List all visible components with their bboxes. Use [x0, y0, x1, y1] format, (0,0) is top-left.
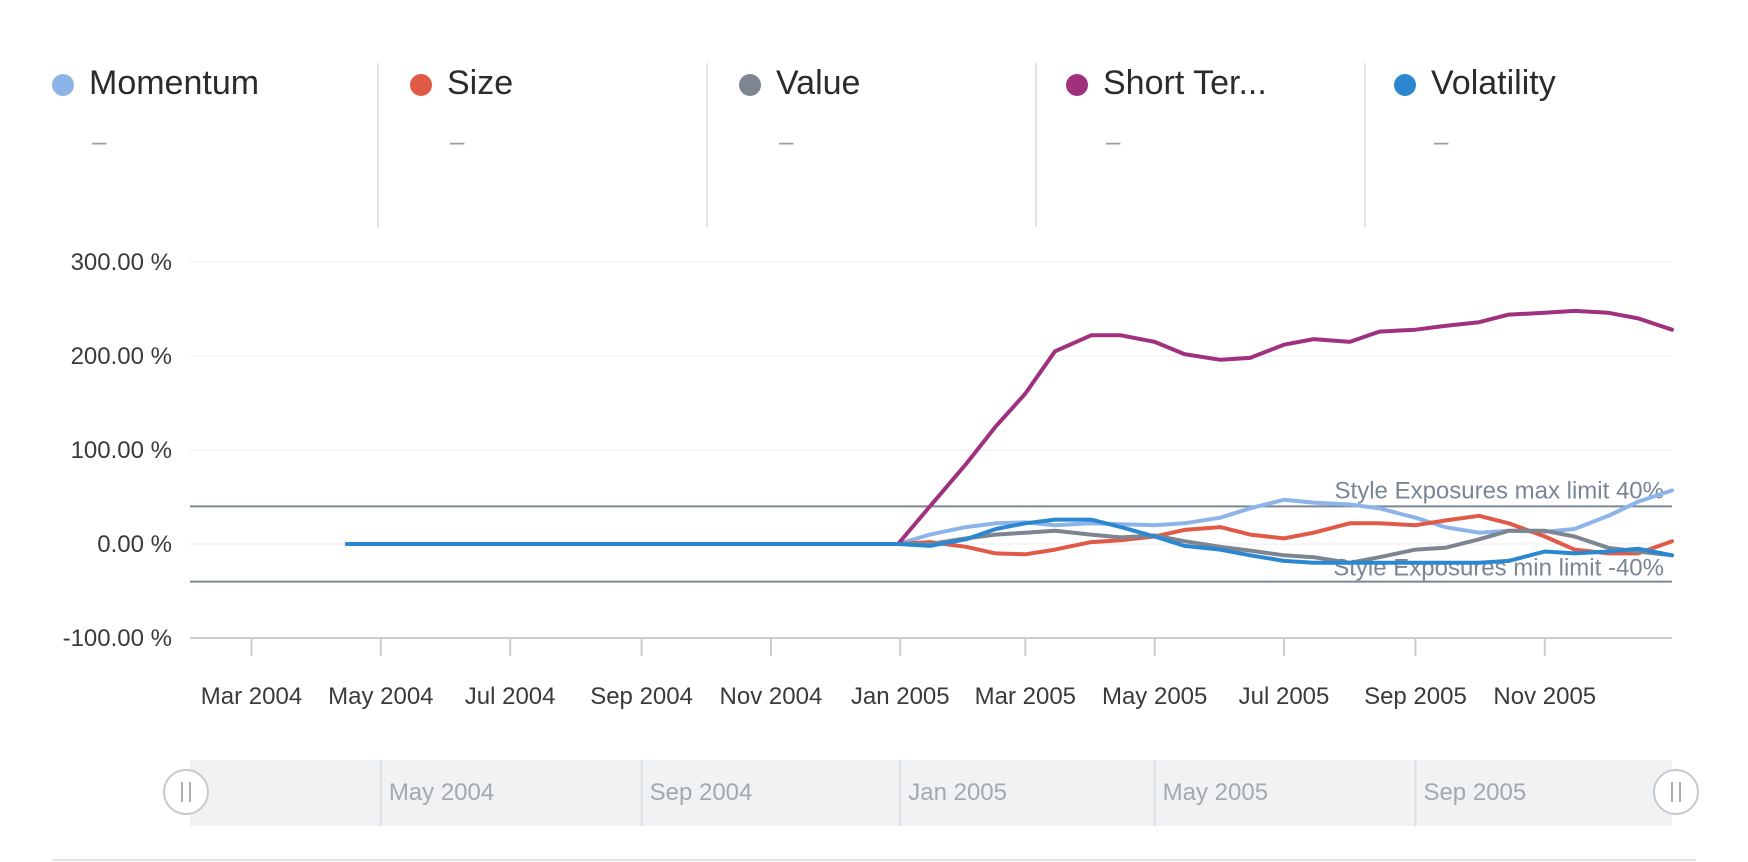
navigator-track: [190, 760, 1672, 826]
legend-value-short-term: –: [1106, 126, 1121, 156]
volatility-dot-icon: [1394, 74, 1416, 96]
y-tick-label: 0.00 %: [97, 531, 172, 558]
series-lines: [344, 308, 1674, 565]
range-navigator[interactable]: May 2004 Sep 2004 Jan 2005 May 2005 Sep 2005: [52, 760, 1699, 861]
legend-item-momentum[interactable]: Momentum –: [52, 30, 352, 200]
legend-label-short-term: Short Ter...: [1103, 64, 1267, 102]
legend-divider: [706, 63, 708, 227]
legend-value-momentum: –: [92, 126, 107, 156]
y-tick-label: 100.00 %: [71, 437, 172, 464]
series-line: [344, 513, 1674, 557]
legend-item-short-term[interactable]: Short Ter... –: [1066, 30, 1366, 200]
legend-label-momentum: Momentum: [89, 64, 260, 102]
legend-value-value: –: [779, 126, 794, 156]
x-tick-label: Nov 2005: [1493, 683, 1596, 710]
legend-divider: [1035, 63, 1037, 227]
x-tick-label: Nov 2004: [720, 683, 823, 710]
reference-lines: Style Exposures max limit 40% Style Expos…: [190, 477, 1672, 583]
limit-label: Style Exposures min limit -40%: [1333, 555, 1664, 582]
navigator-label: May 2004: [389, 779, 494, 806]
y-tick-label: -100.00 %: [63, 625, 172, 652]
value-dot-icon: [739, 74, 761, 96]
short-term-dot-icon: [1066, 74, 1088, 96]
size-dot-icon: [410, 74, 432, 96]
legend-label-size: Size: [447, 64, 514, 102]
x-tick-label: Jul 2005: [1239, 683, 1330, 710]
navigator-right-handle[interactable]: [1653, 769, 1699, 815]
x-tick-label: Mar 2004: [201, 683, 302, 710]
legend-divider: [377, 63, 379, 227]
x-axis: Mar 2004 May 2004 Jul 2004 Sep 2004 Nov 2004…: [190, 637, 1672, 710]
series-line: [344, 528, 1674, 565]
momentum-dot-icon: [52, 74, 74, 96]
navigator-label: Sep 2004: [650, 779, 753, 806]
x-tick-label: Sep 2004: [590, 683, 693, 710]
legend-item-size[interactable]: Size –: [410, 30, 710, 200]
legend-label-value: Value: [776, 64, 861, 102]
x-tick-label: Sep 2005: [1364, 683, 1467, 710]
navigator-label: Jan 2005: [908, 779, 1007, 806]
legend-item-value[interactable]: Value –: [739, 30, 1039, 200]
navigator-label: Sep 2005: [1423, 779, 1526, 806]
legend-label-volatility: Volatility: [1431, 64, 1556, 102]
limit-label: Style Exposures max limit 40%: [1335, 477, 1664, 504]
chart-legend: Momentum – Size – Value – Short Ter... –…: [0, 30, 1748, 227]
legend-item-volatility[interactable]: Volatility –: [1394, 30, 1694, 200]
x-tick-label: Jan 2005: [851, 683, 950, 710]
legend-divider: [1364, 63, 1366, 227]
legend-value-volatility: –: [1434, 126, 1449, 156]
x-tick-label: May 2004: [328, 683, 433, 710]
series-line: [344, 517, 1674, 565]
handle-circle: [163, 769, 209, 815]
x-tick-label: Mar 2005: [975, 683, 1076, 710]
series-line: [344, 308, 1674, 546]
x-tick-label: May 2005: [1102, 683, 1207, 710]
x-tick-label: Jul 2004: [465, 683, 556, 710]
legend-value-size: –: [450, 126, 465, 156]
y-tick-label: 300.00 %: [71, 249, 172, 276]
handle-circle: [1653, 769, 1699, 815]
y-tick-label: 200.00 %: [71, 343, 172, 370]
navigator-label: May 2005: [1163, 779, 1268, 806]
y-axis-ticks: 300.00 % 200.00 % 100.00 % 0.00 % -100.00 %: [63, 249, 172, 652]
navigator-left-handle[interactable]: [163, 769, 209, 815]
